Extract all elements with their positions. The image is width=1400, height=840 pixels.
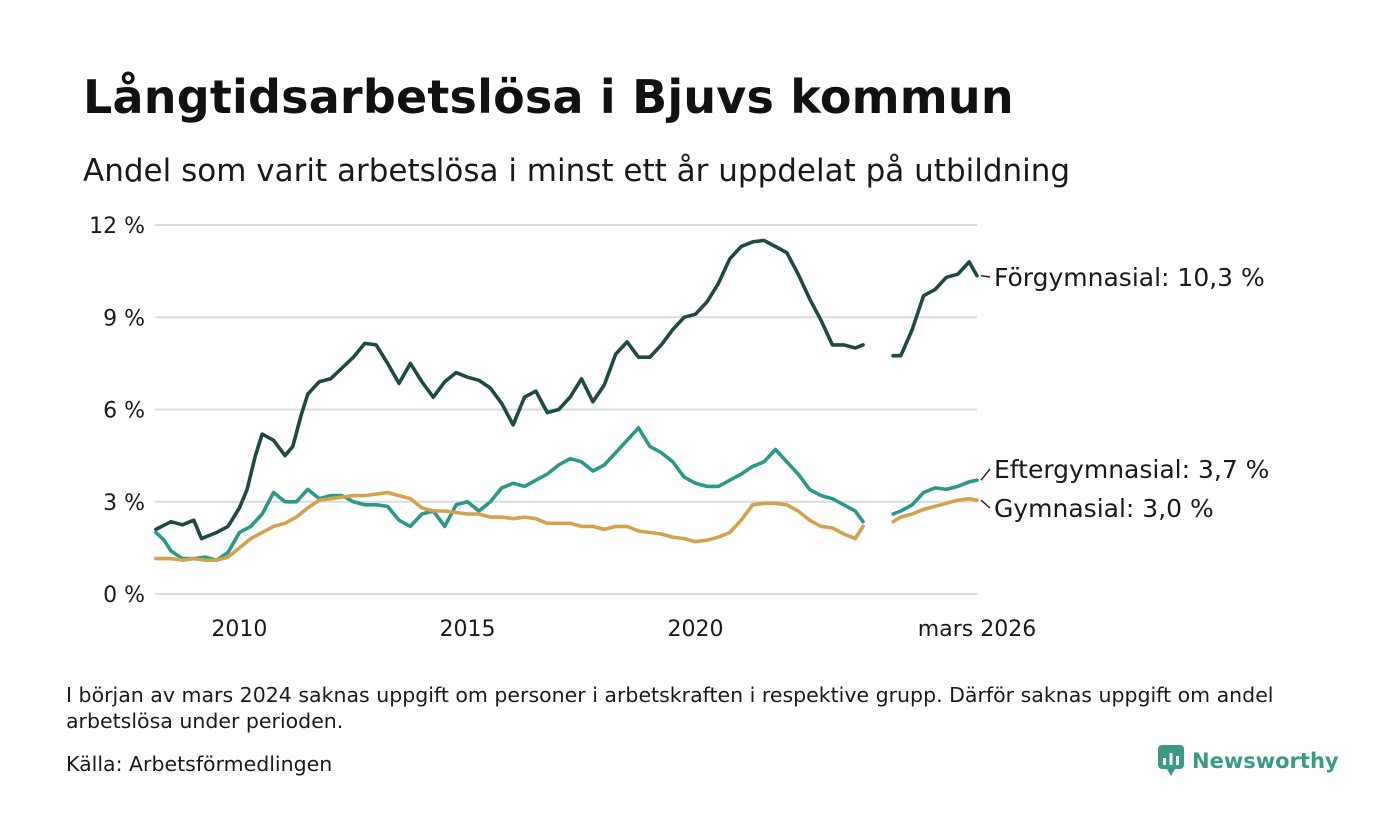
x-tick-label: mars 2026 [918,617,1036,642]
chart-subtitle: Andel som varit arbetslösa i minst ett å… [83,153,1071,189]
newsworthy-brand: Newsworthy [1158,745,1339,777]
x-tick-label: 2015 [439,617,495,642]
leader-line-gymnasial [980,499,991,509]
x-axis-ticks: 2010 2015 2020 mars 2026 [211,617,1036,642]
line-eftergymnasial-segment-2 [891,478,979,516]
leader-line-förgymnasial [980,275,991,278]
chart-title: Långtidsarbetslösa i Bjuvs kommun [83,70,1014,124]
line-förgymnasial-segment-2 [891,260,979,358]
footnote: I början av mars 2024 saknas uppgift om … [66,683,1274,733]
source-note: Källa: Arbetsförmedlingen [66,752,333,776]
y-tick-label: 12 % [89,214,145,239]
x-tick-label: 2010 [211,617,267,642]
series-labels: Förgymnasial: 10,3 % Eftergymnasial: 3,7 … [980,263,1269,523]
newsworthy-logo-icon [1158,745,1184,776]
series-label-gymnasial: Gymnasial: 3,0 % [994,494,1214,523]
series-label-eftergymnasial: Eftergymnasial: 3,7 % [994,455,1269,484]
x-tick-label: 2020 [668,617,724,642]
leader-line-eftergymnasial [980,468,991,481]
series-label-förgymnasial: Förgymnasial: 10,3 % [994,263,1265,292]
y-tick-label: 0 % [103,583,145,608]
y-tick-label: 3 % [103,491,145,516]
line-gymnasial-segment-1 [154,490,865,562]
y-tick-label: 9 % [103,306,145,331]
series-lines [154,238,979,562]
brand-name: Newsworthy [1192,749,1339,773]
y-axis-ticks: 0 % 3 % 6 % 9 % 12 % [89,214,145,608]
line-förgymnasial-segment-1 [154,238,865,541]
line-eftergymnasial-segment-1 [154,426,865,562]
y-tick-label: 6 % [103,399,145,424]
line-gymnasial-segment-2 [891,496,979,524]
line-chart: 0 % 3 % 6 % 9 % 12 % 2010 2015 2020 mars 2026 F… [89,214,1269,642]
